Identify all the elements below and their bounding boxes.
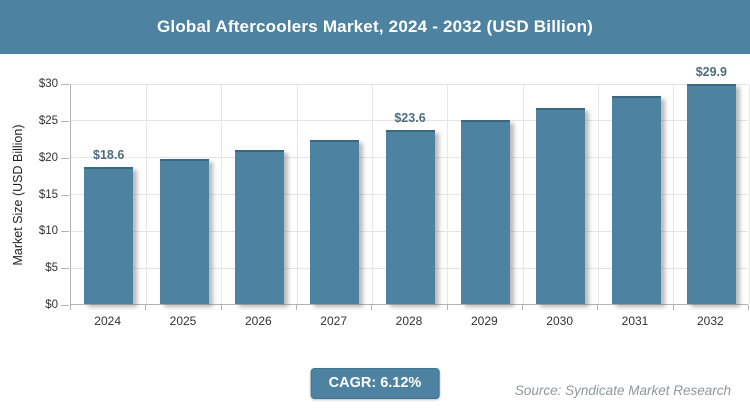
y-tick-label: $30 (38, 78, 58, 90)
bar (385, 130, 435, 304)
y-tick-label: $25 (38, 114, 58, 127)
y-tick-mark (61, 305, 69, 306)
x-tick-mark (70, 305, 71, 310)
x-tick-mark (446, 305, 448, 310)
bar (84, 166, 134, 304)
gridline-horizontal (71, 120, 748, 122)
x-tick-mark (145, 305, 147, 310)
x-tick-mark (220, 305, 222, 310)
x-tick-mark (672, 305, 674, 310)
x-axis-label: 2027 (320, 314, 347, 328)
cagr-badge: CAGR: 6.12% (310, 368, 440, 399)
gridline-vertical (597, 84, 599, 304)
y-tick-label: $5 (45, 262, 58, 275)
gridline-vertical (145, 84, 147, 304)
x-axis-label: 2029 (470, 314, 498, 328)
x-axis-label: 2032 (696, 314, 724, 328)
gridline-vertical (296, 84, 298, 304)
y-tick-label: $15 (38, 188, 58, 201)
gridline-vertical (748, 84, 750, 304)
x-axis-label: 2024 (94, 314, 121, 328)
bar (460, 119, 510, 304)
x-axis-label: 2031 (621, 314, 649, 328)
x-tick-mark (371, 305, 373, 310)
y-tick-mark (61, 157, 69, 159)
x-axis-label: 2026 (244, 314, 272, 328)
y-tick-label: $20 (38, 151, 58, 164)
x-tick-mark (597, 305, 599, 310)
bar (159, 158, 209, 304)
y-tick-mark (61, 84, 69, 85)
gridline-vertical (522, 84, 524, 304)
y-tick-mark (61, 120, 69, 122)
source-text: Source: Syndicate Market Research (514, 383, 731, 398)
y-tick-mark (61, 231, 69, 233)
gridline-horizontal (71, 83, 748, 85)
bar-value-label: $23.6 (394, 111, 426, 126)
bar-value-label: $29.9 (695, 64, 727, 79)
x-tick-mark (296, 305, 297, 310)
bar (686, 83, 736, 304)
bar (611, 96, 661, 304)
plot-area: $18.6 $23.6 $29.9 (70, 65, 750, 305)
bar (536, 108, 586, 304)
y-tick-mark (61, 268, 69, 270)
chart-title-bar: Global Aftercoolers Market, 2024 - 2032 … (0, 0, 750, 54)
gridline-vertical (371, 84, 373, 304)
bar (310, 140, 360, 304)
x-tick-mark (748, 305, 749, 310)
y-tick-label: $0 (45, 299, 58, 311)
chart-title: Global Aftercoolers Market, 2024 - 2032 … (156, 17, 594, 36)
bar (234, 150, 284, 304)
y-tick-mark (61, 194, 69, 196)
bar-value-label: $18.6 (93, 147, 125, 162)
gridline-vertical (673, 84, 675, 304)
y-tick-label: $10 (38, 225, 58, 238)
x-axis-label: 2030 (546, 314, 573, 328)
x-axis-label: 2025 (169, 314, 197, 328)
x-axis-label: 2028 (395, 314, 423, 328)
gridline-vertical (221, 84, 223, 304)
gridline-vertical (447, 84, 449, 304)
x-tick-mark (522, 305, 523, 310)
